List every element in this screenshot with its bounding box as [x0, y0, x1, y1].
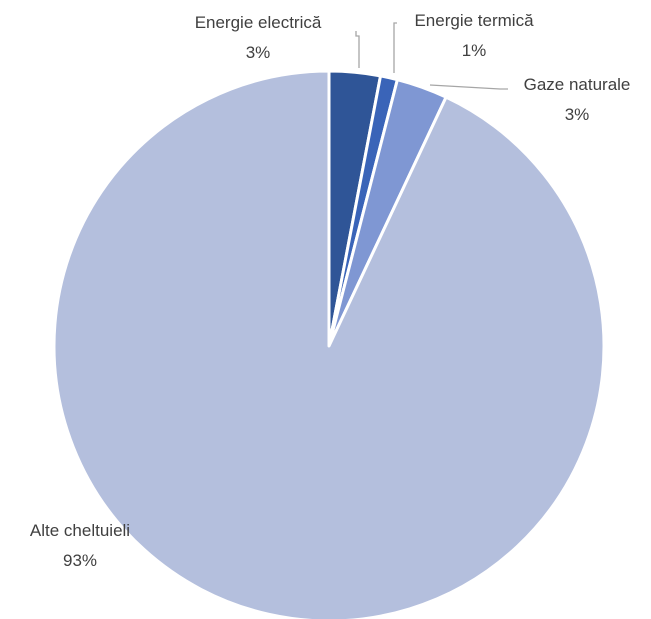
data-label-name-alte-cheltuieli: Alte cheltuieli: [30, 521, 130, 540]
pie-slice-alte-cheltuieli: [52, 69, 606, 619]
data-label-value-energie-electrica: 3%: [246, 43, 271, 62]
data-label-value-gaze-naturale: 3%: [565, 105, 590, 124]
leader-lines: [355, 22, 508, 90]
data-label-value-energie-termica: 1%: [462, 41, 487, 60]
leader-line-gaze-naturale: [429, 84, 508, 90]
pie-slices: [52, 69, 606, 619]
data-label-name-energie-termica: Energie termică: [414, 11, 534, 30]
leader-line-energie-electrica: [355, 31, 360, 68]
data-label-name-gaze-naturale: Gaze naturale: [524, 75, 631, 94]
data-label-value-alte-cheltuieli: 93%: [63, 551, 97, 570]
data-label-name-energie-electrica: Energie electrică: [195, 13, 322, 32]
data-labels: Energie electrică 3% Energie termică 1% Gaze…: [30, 11, 630, 570]
leader-line-energie-termica: [393, 22, 397, 73]
